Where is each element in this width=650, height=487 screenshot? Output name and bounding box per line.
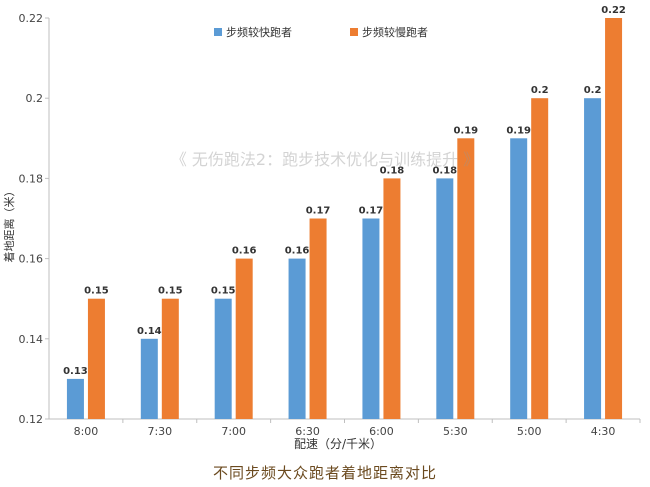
- y-tick-label: 0.16: [19, 253, 44, 266]
- bar-value-label: 0.17: [306, 206, 331, 217]
- x-tick-label: 4:30: [591, 425, 616, 438]
- legend-label: 步频较慢跑者: [362, 25, 428, 39]
- x-tick-label: 5:30: [443, 425, 468, 438]
- bar-value-label: 0.16: [232, 246, 257, 257]
- x-tick-label: 7:30: [147, 425, 172, 438]
- bar-value-label: 0.2: [531, 85, 549, 96]
- bar: [436, 178, 454, 419]
- x-tick-label: 5:00: [517, 425, 542, 438]
- bar: [605, 18, 623, 419]
- bar-value-label: 0.17: [359, 206, 384, 217]
- bar: [140, 338, 158, 419]
- bar-value-label: 0.15: [211, 286, 236, 297]
- bar: [214, 298, 232, 419]
- bar: [531, 98, 549, 419]
- bar-value-label: 0.15: [84, 286, 109, 297]
- y-tick-label: 0.18: [19, 172, 44, 185]
- bar-value-label: 0.19: [506, 125, 531, 136]
- bar-value-label: 0.13: [63, 366, 88, 377]
- bar: [457, 138, 475, 420]
- bars: [66, 18, 623, 420]
- bar: [383, 178, 401, 419]
- bar: [87, 298, 105, 419]
- bar: [66, 378, 84, 419]
- legend-swatch: [214, 28, 222, 36]
- watermark: 《 无伤跑法2：跑步技术优化与训练提升 》: [170, 150, 480, 169]
- bar: [235, 258, 253, 419]
- legend-swatch: [350, 28, 358, 36]
- figure-caption: 不同步频大众跑者着地距离对比: [212, 464, 437, 482]
- bar: [161, 298, 179, 419]
- bar-value-label: 0.16: [285, 246, 310, 257]
- x-axis-label: 配速（分/千米）: [294, 437, 382, 451]
- bar: [584, 98, 602, 419]
- bar: [309, 218, 327, 419]
- bar: [510, 138, 528, 420]
- x-tick-label: 8:00: [74, 425, 99, 438]
- bar: [362, 218, 380, 419]
- y-tick-label: 0.2: [26, 92, 44, 105]
- bar-value-label: 0.18: [380, 165, 405, 176]
- y-tick-label: 0.14: [19, 333, 44, 346]
- legend: 步频较快跑者 步频较慢跑者: [214, 25, 428, 39]
- bar-value-label: 0.15: [158, 286, 183, 297]
- bar-value-label: 0.22: [601, 5, 626, 16]
- legend-label: 步频较快跑者: [226, 25, 292, 39]
- y-tick-label: 0.12: [19, 413, 44, 426]
- bar-value-label: 0.19: [453, 125, 478, 136]
- data-labels: 0.13 0.15 0.14 0.15 0.15 0.16 0.16 0.17 0.17 0.18…: [63, 5, 626, 377]
- x-tick-label: 6:00: [369, 425, 394, 438]
- x-tick-label: 6:30: [295, 425, 320, 438]
- y-axis-label: 着地距离（米）: [2, 186, 16, 263]
- bar: [288, 258, 306, 419]
- bar-value-label: 0.14: [137, 326, 162, 337]
- bar-value-label: 0.2: [584, 85, 602, 96]
- y-tick-label: 0.22: [19, 12, 44, 25]
- bar-value-label: 0.18: [432, 165, 457, 176]
- x-tick-label: 7:00: [221, 425, 246, 438]
- axes: 0.12 0.14 0.16 0.18 0.2 0.22 8:00 7:30 7:00 6:30 6…: [19, 12, 641, 438]
